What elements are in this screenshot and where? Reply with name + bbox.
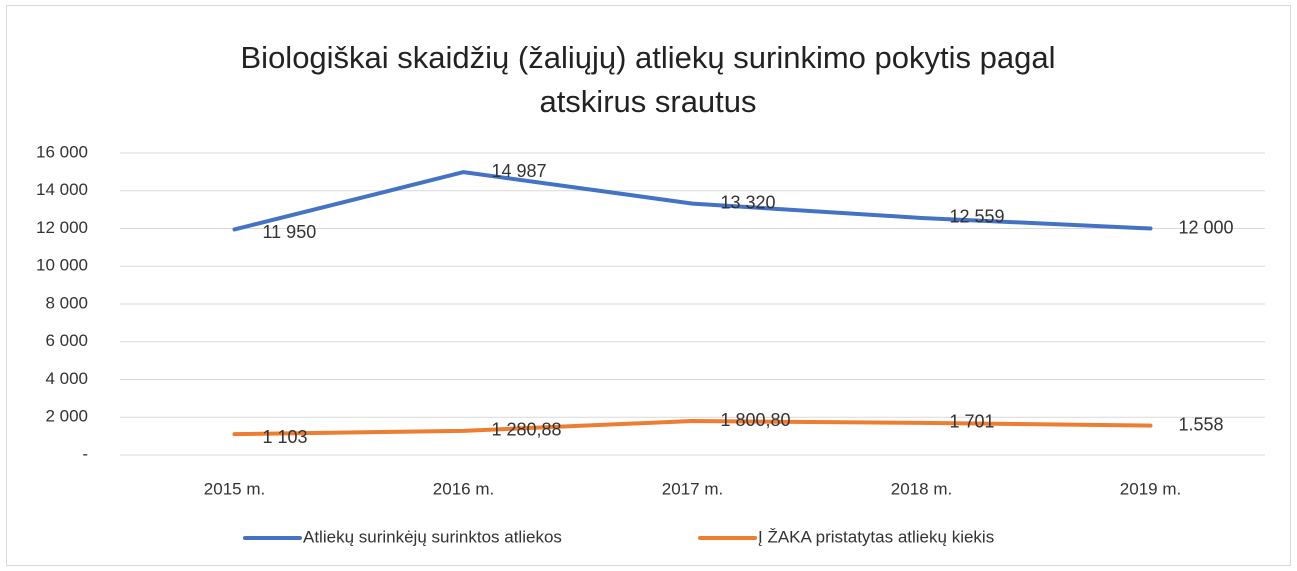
data-label: 12 000 bbox=[1179, 217, 1234, 237]
legend-label: Į ŽAKA pristatytas atliekų kiekis bbox=[758, 527, 994, 546]
data-label: 1 280,88 bbox=[492, 420, 562, 440]
y-tick-label: 10 000 bbox=[36, 256, 88, 275]
data-label: 1 701 bbox=[950, 412, 995, 432]
data-label: 1.558 bbox=[1179, 414, 1224, 434]
y-tick-label: 14 000 bbox=[36, 180, 88, 199]
legend-label: Atliekų surinkėjų surinktos atliekos bbox=[303, 527, 562, 546]
x-tick-label: 2019 m. bbox=[1120, 479, 1181, 498]
y-tick-label: 6 000 bbox=[45, 331, 88, 350]
x-tick-label: 2017 m. bbox=[662, 479, 723, 498]
y-tick-label: 16 000 bbox=[36, 142, 88, 161]
data-label: 13 320 bbox=[721, 192, 776, 212]
y-tick-label: 2 000 bbox=[45, 407, 88, 426]
data-label: 12 559 bbox=[950, 207, 1005, 227]
y-tick-label: - bbox=[82, 444, 88, 463]
chart-border bbox=[6, 5, 1291, 566]
y-tick-label: 8 000 bbox=[45, 293, 88, 312]
x-tick-label: 2018 m. bbox=[891, 479, 952, 498]
x-tick-label: 2016 m. bbox=[433, 479, 494, 498]
chart-title: Biologiškai skaidžių (žaliųjų) atliekų s… bbox=[240, 40, 1056, 119]
y-tick-label: 12 000 bbox=[36, 218, 88, 237]
y-tick-label: 4 000 bbox=[45, 369, 88, 388]
series-line bbox=[232, 170, 1153, 232]
x-tick-label: 2015 m. bbox=[204, 479, 265, 498]
data-label: 11 950 bbox=[263, 222, 317, 242]
data-label: 1 800,80 bbox=[721, 410, 791, 430]
data-label: 1 103 bbox=[263, 427, 308, 447]
data-label: 14 987 bbox=[492, 161, 547, 181]
series-line bbox=[232, 419, 1153, 437]
